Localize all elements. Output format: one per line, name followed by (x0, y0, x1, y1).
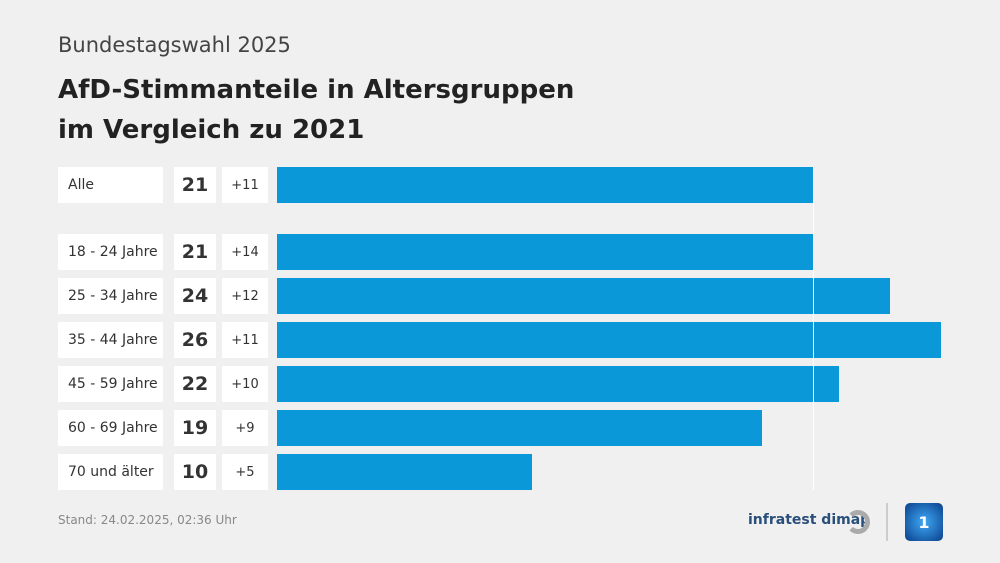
row-value: 21 (174, 167, 216, 203)
row-change: +10 (222, 366, 268, 402)
bar (277, 366, 839, 402)
bar (277, 278, 890, 314)
row-value: 24 (174, 278, 216, 314)
row-change: +14 (222, 234, 268, 270)
row-value: 10 (174, 454, 216, 490)
timestamp: Stand: 24.02.2025, 02:36 Uhr (58, 513, 237, 527)
row-value: 22 (174, 366, 216, 402)
row-label: Alle (58, 167, 163, 203)
row-change: +9 (222, 410, 268, 446)
row-value: 19 (174, 410, 216, 446)
row-change: +11 (222, 322, 268, 358)
bar (277, 322, 941, 358)
ard-logo-icon: 1 (905, 503, 943, 541)
row-value: 21 (174, 234, 216, 270)
row-label: 25 - 34 Jahre (58, 278, 163, 314)
infratest-dimap-logo: infratest dimap (748, 512, 871, 528)
bar (277, 234, 813, 270)
row-label: 18 - 24 Jahre (58, 234, 163, 270)
infratest-logo-icon (846, 510, 870, 534)
row-label: 45 - 59 Jahre (58, 366, 163, 402)
title-line-1: AfD-Stimmanteile in Altersgruppen (58, 75, 575, 105)
row-change: +12 (222, 278, 268, 314)
bar (277, 454, 533, 490)
row-change: +5 (222, 454, 268, 490)
row-label: 60 - 69 Jahre (58, 410, 163, 446)
reference-line (813, 167, 814, 490)
bar (277, 410, 762, 446)
bar (277, 167, 813, 203)
title-line-2: im Vergleich zu 2021 (58, 115, 365, 145)
row-value: 26 (174, 322, 216, 358)
supertitle: Bundestagswahl 2025 (58, 33, 291, 57)
chart-title: AfD-Stimmanteile in Altersgruppen im Verg… (58, 70, 574, 150)
row-change: +11 (222, 167, 268, 203)
divider (886, 503, 888, 541)
row-label: 70 und älter (58, 454, 163, 490)
row-label: 35 - 44 Jahre (58, 322, 163, 358)
